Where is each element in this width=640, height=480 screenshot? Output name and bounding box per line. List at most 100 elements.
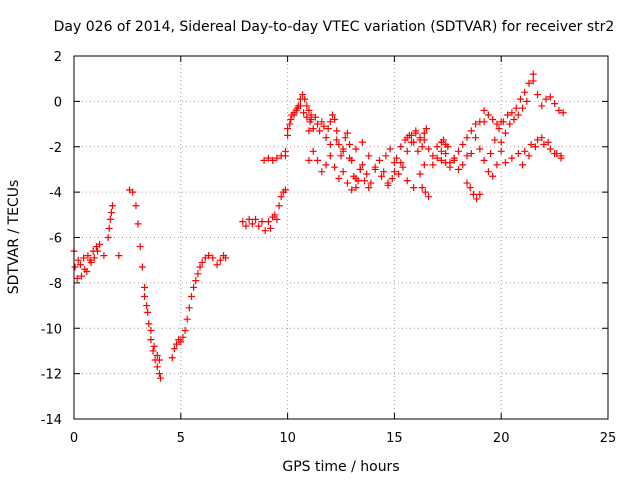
data-point [546,93,554,101]
data-point [390,159,398,167]
data-point [281,186,289,194]
data-point [333,136,341,144]
data-point [134,220,142,228]
data-point [555,106,563,114]
data-point [403,177,411,185]
data-point [309,125,317,133]
data-point [442,159,450,167]
data-point [395,170,403,178]
data-series-seg2 [71,247,101,280]
data-point [491,136,499,144]
grid-layer [74,56,608,419]
data-point [305,127,313,135]
data-point [358,138,366,146]
data-point [284,125,292,133]
data-point [149,347,157,355]
data-point [504,111,512,119]
data-point [93,247,101,255]
data-point [216,256,224,264]
data-point [378,172,386,180]
data-point [437,147,445,155]
data-point [514,150,522,158]
data-point [382,152,390,160]
data-point [501,159,509,167]
data-series-seg20 [425,118,488,167]
data-point [322,134,330,142]
data-point [352,184,360,192]
data-point [314,156,322,164]
data-point [181,327,189,335]
data-point [489,116,497,124]
data-series-seg3 [104,202,116,241]
data-point [331,163,339,171]
data-point [473,195,481,203]
x-tick-label: 10 [279,431,296,446]
data-point [267,224,275,232]
data-point [300,109,308,117]
data-point [531,143,539,151]
data-point [305,106,313,114]
data-point [521,147,529,155]
data-point [444,143,452,151]
data-point [273,154,281,162]
data-point [205,252,213,260]
data-point [363,170,371,178]
data-point [437,156,445,164]
data-point [339,168,347,176]
data-point [213,261,221,269]
data-point [305,156,313,164]
data-series-seg5 [126,186,165,382]
data-point [248,220,256,228]
data-point [403,134,411,142]
y-tick-label: -12 [41,368,62,383]
data-point [324,125,332,133]
data-point [307,116,315,124]
data-point [425,145,433,153]
data-point [454,147,462,155]
data-point [153,351,161,359]
y-tick-label: -10 [41,322,62,337]
data-point [514,111,522,119]
data-series-seg4 [100,252,123,260]
data-point [96,240,104,248]
data-point [352,145,360,153]
data-point [501,129,509,137]
data-point [343,129,351,137]
data-point [255,222,263,230]
data-point [508,109,516,117]
data-point [196,263,204,271]
data-point [356,165,364,173]
data-point [380,168,388,176]
data-point [472,120,480,128]
data-point [367,179,375,187]
data-point [73,274,81,282]
data-point [260,156,268,164]
data-point [105,224,113,232]
y-tick-label: -8 [49,277,62,292]
data-point [495,125,503,133]
data-series-seg26 [487,70,537,158]
data-point [493,120,501,128]
data-point [147,336,155,344]
data-point [525,79,533,87]
data-point [299,91,307,99]
data-point [365,184,373,192]
data-point [106,215,114,223]
data-point [399,163,407,171]
data-point [421,188,429,196]
data-point [557,154,565,162]
data-point [433,154,441,162]
data-point [390,168,398,176]
data-series-seg9 [260,152,289,164]
data-series-seg16 [382,138,415,178]
data-point [100,252,108,260]
data-point [170,345,178,353]
data-point [418,143,426,151]
data-point [420,129,428,137]
data-point [136,243,144,251]
data-series-seg12 [305,111,364,192]
data-point [463,152,471,160]
data-point [264,218,272,226]
